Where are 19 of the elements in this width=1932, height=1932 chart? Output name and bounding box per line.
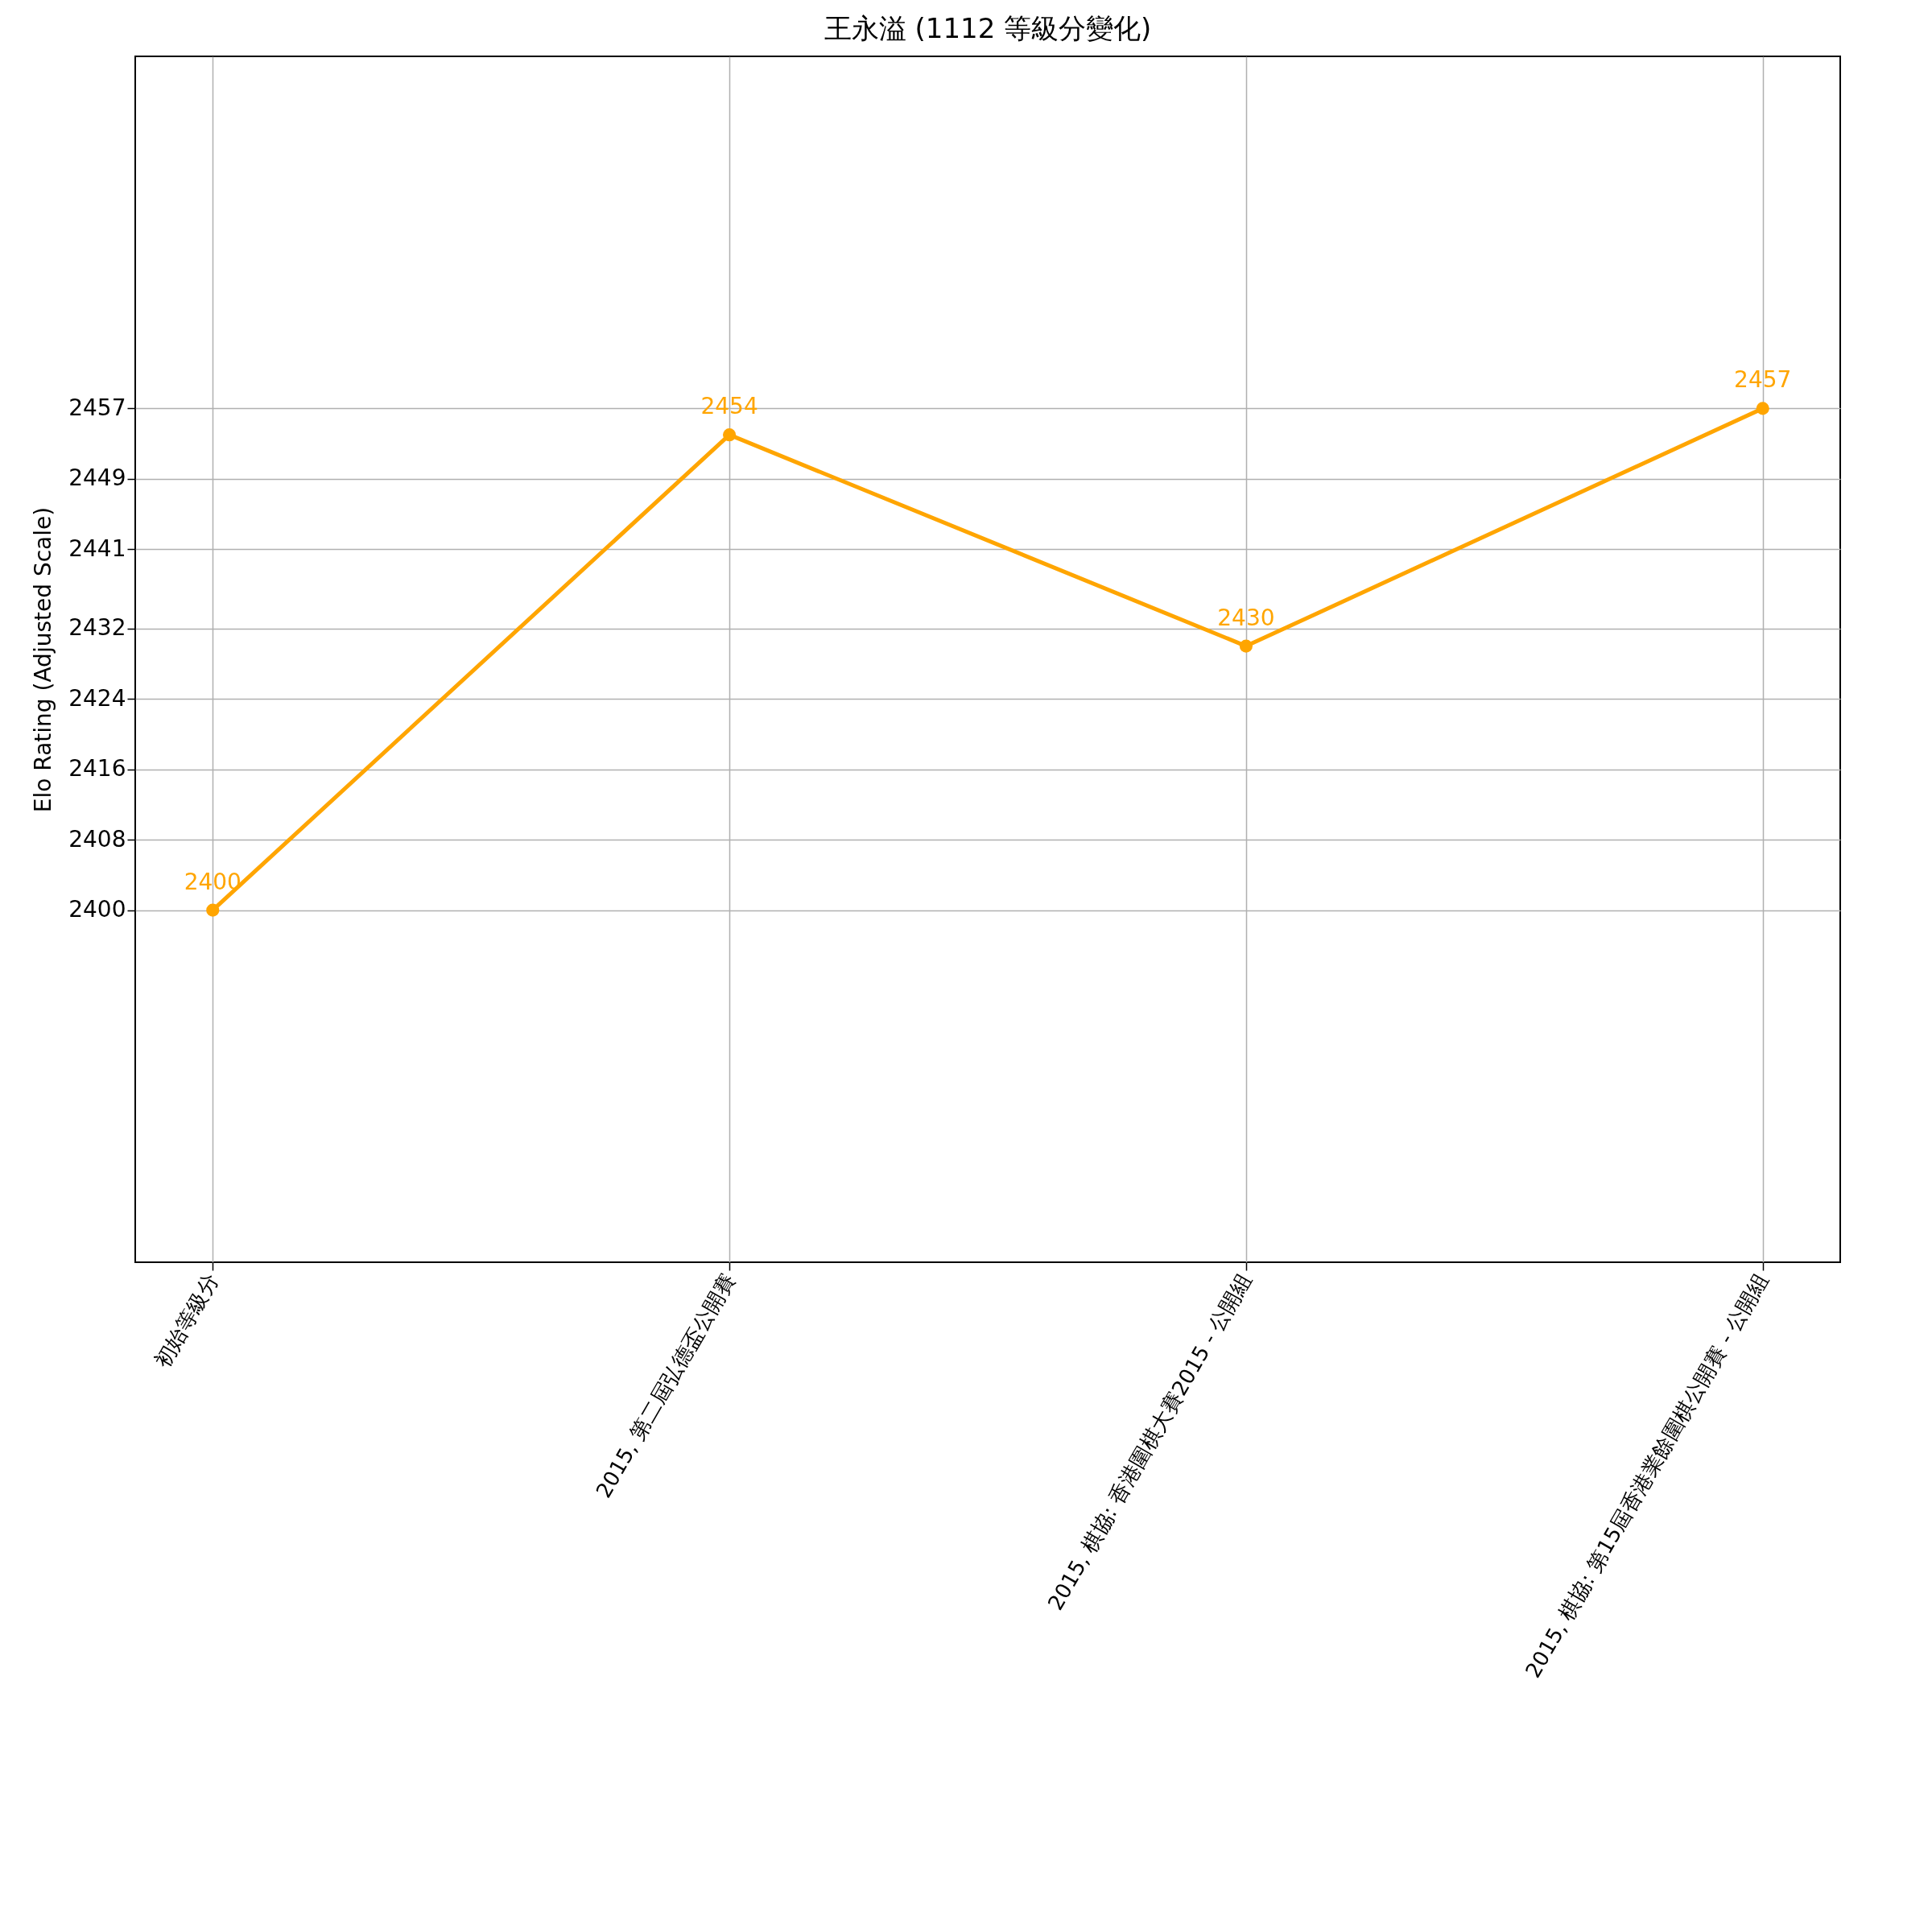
- chart-title: 王永溢 (1112 等級分變化): [824, 12, 1152, 44]
- point: [1756, 402, 1769, 415]
- y-tick-label: 2441: [68, 535, 126, 562]
- x-tick-label: 初始等級分: [149, 1269, 223, 1373]
- point: [1239, 639, 1253, 653]
- y-tick-label: 2416: [68, 755, 126, 782]
- y-tick-label: 2424: [68, 684, 126, 712]
- point: [206, 903, 220, 917]
- point: [723, 428, 737, 442]
- data-label: 2454: [700, 393, 758, 420]
- y-tick-label: 2449: [68, 464, 126, 492]
- data-label: 2400: [184, 868, 242, 895]
- y-tick-label: 2408: [68, 825, 126, 852]
- data-label: 2457: [1734, 366, 1792, 394]
- y-tick-label: 2432: [68, 614, 126, 642]
- y-tick-label: 2400: [68, 896, 126, 923]
- y-axis-title: Elo Rating (Adjusted Scale): [30, 506, 57, 813]
- data-label: 2430: [1217, 604, 1275, 631]
- y-tick-label: 2457: [68, 394, 126, 421]
